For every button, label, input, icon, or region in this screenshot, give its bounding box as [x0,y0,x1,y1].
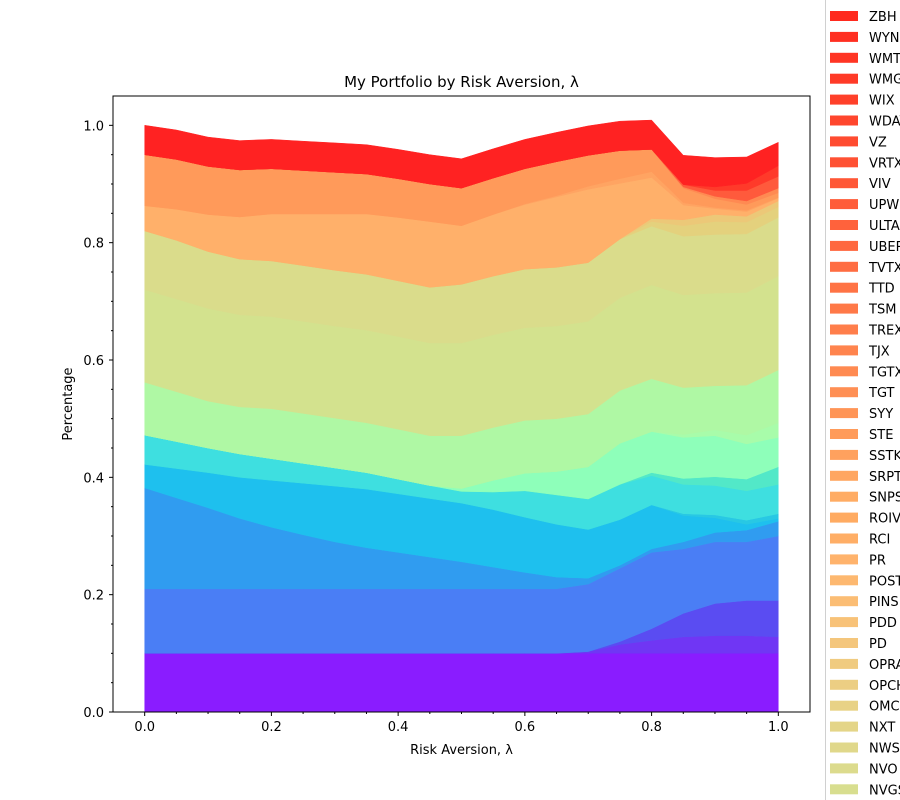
legend-label: VZ [869,135,887,150]
legend-swatch [830,31,858,42]
legend-label: RCI [869,533,890,548]
legend-swatch [830,449,858,460]
legend-swatch [830,679,858,690]
legend-swatch [830,700,858,711]
legend-label: NWS [869,742,900,757]
legend-label: OPCH [869,679,900,694]
legend-swatch [830,199,858,210]
legend-swatch [830,491,858,502]
legend-label: UPWK [869,198,900,213]
legend-swatch [830,115,858,126]
legend-label: PD [869,637,887,652]
legend-swatch [830,533,858,544]
legend-label: TREX [868,324,900,339]
x-tick-label: 0.8 [641,720,662,735]
legend-swatch [830,157,858,168]
legend-label: NXT [869,721,895,736]
legend-swatch [830,742,858,753]
legend-swatch [830,784,858,795]
legend-label: WIX [869,94,895,109]
legend-label: SSTK [869,449,900,464]
area-series-0 [144,653,779,713]
legend-label: UBER [869,240,900,255]
legend-swatch [830,575,858,586]
legend-swatch [830,303,858,314]
legend-swatch [830,658,858,669]
legend-swatch [830,596,858,607]
legend-label: WYNN [869,31,900,46]
legend-label: WMG [869,73,900,88]
stacked-areas [144,119,779,713]
legend-label: POST [869,574,900,589]
legend-label: SNPS [869,491,900,506]
legend-swatch [830,220,858,230]
legend-label: TJX [868,344,890,359]
y-tick-label: 0.2 [83,589,104,604]
y-tick-label: 1.0 [83,119,104,134]
legend-label: ZBH [869,10,897,25]
legend-label: VRTX [869,156,900,171]
legend-label: PINS [869,595,899,610]
legend-label: SYY [869,407,893,422]
x-axis-ticks: 0.0 0.2 0.4 0.6 0.8 1.0 [134,712,789,735]
legend-swatch [830,282,858,293]
y-axis-ticks: 0.0 0.2 0.4 0.6 0.8 1.0 [83,119,113,721]
legend-label: TGT [868,386,895,401]
x-axis-label: Risk Aversion, λ [410,743,513,758]
legend-label: NVGS [869,783,900,798]
legend-label: ROIV [869,512,900,527]
legend-swatch [830,366,858,377]
x-tick-label: 0.6 [515,720,536,735]
legend-label: STE [869,428,893,443]
x-tick-label: 0.0 [134,720,155,735]
legend-swatch [830,73,858,84]
legend-label: TTD [868,282,895,297]
y-tick-label: 0.4 [83,471,104,486]
legend-label: WDAY [869,115,900,130]
legend-swatch [830,52,858,63]
x-tick-label: 0.2 [261,720,282,735]
chart-title: My Portfolio by Risk Aversion, λ [344,73,579,91]
legend-swatch [830,11,858,21]
legend-swatch [830,387,858,398]
legend-label: TVTX [868,261,900,276]
legend-swatch [830,638,858,648]
y-axis-label: Percentage [61,367,76,440]
legend-label: ULTA [869,219,900,234]
legend-swatch [830,408,858,419]
legend-label: OPRA [869,658,900,673]
legend-label: SRPT [869,470,900,485]
y-tick-label: 0.8 [83,237,104,252]
legend-swatch [830,261,858,272]
y-tick-label: 0.6 [83,354,104,369]
legend-swatch [830,721,858,732]
x-tick-label: 1.0 [768,720,789,735]
area-series-22 [144,119,779,189]
legend-swatch [830,512,858,523]
y-tick-label: 0.0 [83,706,104,721]
legend: ZBH WYNN WMT WMG WIX WDAY VZ VRTX VIV UPWK ULTA UBE… [825,0,900,800]
legend-label: NVO [869,762,898,777]
legend-label: WMT [869,52,900,67]
legend-swatch [830,429,858,439]
legend-label: PR [869,553,886,568]
legend-swatch [830,345,858,356]
legend-swatch [830,554,858,565]
legend-label: VIV [869,177,891,192]
legend-swatch [830,136,858,147]
legend-swatch [830,617,858,628]
legend-swatch [830,94,858,105]
legend-swatch [830,470,858,481]
legend-swatch [830,178,858,189]
legend-swatch [830,240,858,251]
legend-swatch [830,763,858,774]
legend-swatch [830,324,858,335]
legend-label: OMC [869,700,900,715]
legend-label: TSM [868,303,896,318]
legend-label: TGTX [868,365,900,380]
x-tick-label: 0.4 [388,720,409,735]
legend-label: PDD [869,616,897,631]
